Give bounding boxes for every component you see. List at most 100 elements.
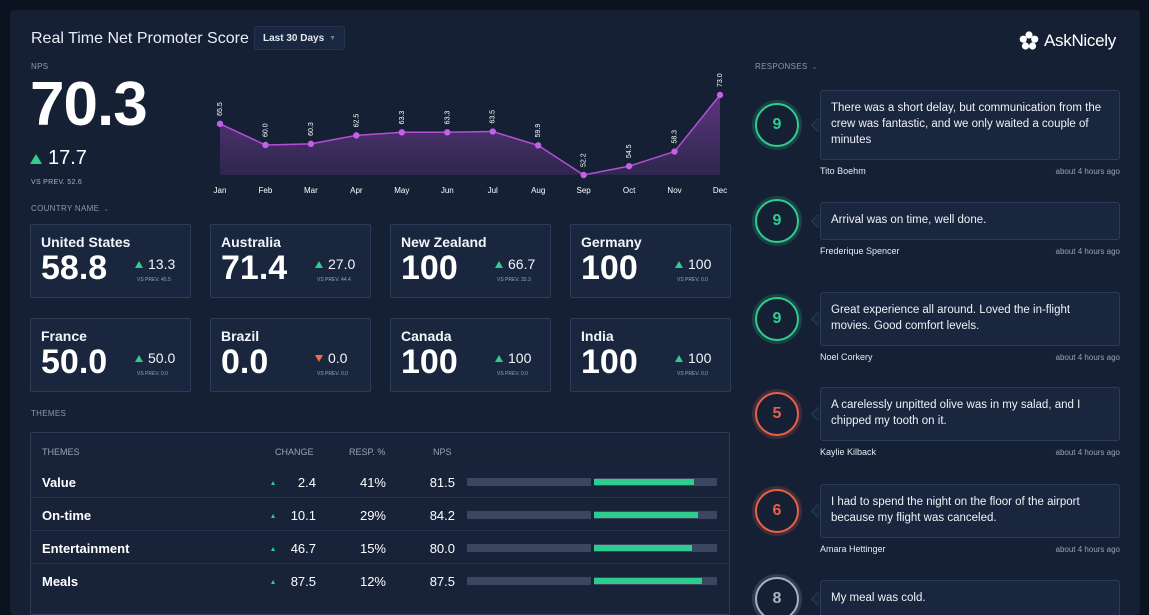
column-header-change[interactable]: CHANGE (275, 447, 314, 457)
theme-nps-bar (467, 544, 717, 552)
response-score: 9 (772, 212, 782, 229)
country-card[interactable]: India 100 100 VS PREV. 0.0 (570, 318, 731, 392)
country-card[interactable]: Canada 100 100 VS PREV. 0.0 (390, 318, 551, 392)
country-card[interactable]: Germany 100 100 VS PREV. 0.0 (570, 224, 731, 298)
nps-data-point[interactable] (625, 162, 633, 170)
nps-data-point[interactable] (398, 129, 406, 136)
theme-change: 87.5 (271, 574, 316, 589)
country-name: Canada (401, 328, 452, 344)
x-tick-label: Apr (350, 186, 363, 195)
nps-data-point[interactable] (444, 129, 451, 136)
response-item[interactable]: 9 There was a short delay, but communicat… (755, 90, 1120, 184)
theme-change: 2.4 (271, 475, 316, 490)
country-vs-prev: VS PREV. 33.3 (497, 277, 531, 283)
response-text: A carelessly unpitted olive was in my sa… (831, 399, 1081, 427)
country-card[interactable]: Australia 71.4 27.0 VS PREV. 44.4 (210, 224, 371, 298)
nps-label: NPS (31, 62, 48, 71)
nps-score: 70.3 (30, 70, 148, 139)
country-change: 100 (675, 256, 711, 272)
country-change: 0.0 (315, 350, 347, 366)
response-item[interactable]: 9 Great experience all around. Loved the … (755, 292, 1120, 370)
response-score: 6 (772, 502, 782, 519)
response-item[interactable]: 9 Arrival was on time, well done. Frederiq… (755, 199, 1120, 264)
theme-row[interactable]: Entertainment 46.7 15% 80.0 (31, 531, 731, 564)
column-header-themes[interactable]: THEMES (42, 447, 80, 457)
nps-data-point[interactable] (216, 120, 224, 128)
up-arrow-icon (271, 513, 275, 518)
nps-data-point[interactable] (307, 140, 315, 148)
bar-zero-marker (591, 478, 594, 486)
theme-nps-bar (467, 577, 717, 585)
theme-name: On-time (42, 508, 92, 523)
response-item[interactable]: 5 A carelessly unpitted olive was in my s… (755, 387, 1120, 465)
nps-value-label: 73.0 (717, 73, 724, 87)
response-item[interactable]: 8 My meal was cold. (755, 577, 1120, 615)
nps-data-point[interactable] (534, 142, 542, 149)
country-name-header[interactable]: COUNTRY NAME ⌄ (31, 204, 109, 213)
nps-data-point[interactable] (353, 132, 360, 139)
country-vs-prev: VS PREV. 0.0 (677, 277, 708, 283)
theme-resp-percent: 41% (359, 475, 386, 490)
response-item[interactable]: 6 I had to spend the night on the floor o… (755, 484, 1120, 562)
theme-nps: 81.5 (429, 475, 455, 490)
bar-zero-marker (591, 544, 594, 552)
nps-data-point[interactable] (716, 91, 724, 99)
theme-name: Value (42, 475, 76, 490)
response-text: Great experience all around. Loved the i… (831, 304, 1071, 332)
x-tick-label: Nov (667, 186, 681, 195)
country-score: 100 (581, 343, 638, 381)
response-score-badge: 6 (755, 489, 799, 533)
nps-value-label: 62.5 (353, 114, 360, 128)
column-header-nps[interactable]: NPS (433, 447, 452, 457)
up-arrow-icon (495, 260, 503, 268)
country-vs-prev: VS PREV. 45.5 (137, 277, 171, 283)
country-card[interactable]: France 50.0 50.0 VS PREV. 0.0 (30, 318, 191, 392)
theme-nps: 84.2 (429, 508, 455, 523)
response-time: about 4 hours ago (1055, 167, 1121, 176)
country-name: New Zealand (401, 234, 487, 250)
country-card[interactable]: Brazil 0.0 0.0 VS PREV. 0.0 (210, 318, 371, 392)
country-card[interactable]: United States 58.8 13.3 VS PREV. 45.5 (30, 224, 191, 298)
up-arrow-icon (675, 354, 683, 362)
date-range-label: Last 30 Days (263, 32, 325, 44)
response-author: Kaylie Kilback (820, 447, 877, 457)
theme-change-value: 2.4 (297, 475, 316, 490)
theme-row[interactable]: On-time 10.1 29% 84.2 (31, 498, 731, 531)
response-time: about 4 hours ago (1055, 353, 1121, 362)
date-range-dropdown[interactable]: Last 30 Days ▼ (254, 26, 346, 50)
nps-data-point[interactable] (671, 148, 678, 155)
country-score: 100 (401, 249, 458, 287)
response-author: Amara Hettinger (820, 544, 886, 554)
nps-vs-prev: VS PREV. 52.6 (31, 179, 83, 186)
nps-value-label: 52.2 (581, 153, 588, 167)
theme-nps-bar-fill (594, 578, 702, 584)
chevron-down-icon: ⌄ (811, 63, 818, 71)
nps-value-label: 63.3 (444, 111, 451, 125)
nps-value-label: 59.9 (535, 124, 542, 138)
up-arrow-icon (271, 579, 275, 584)
x-tick-label: May (394, 186, 409, 195)
country-card[interactable]: New Zealand 100 66.7 VS PREV. 33.3 (390, 224, 551, 298)
responses-header[interactable]: RESPONSES ⌄ (755, 62, 818, 71)
response-score-badge: 8 (755, 577, 799, 615)
x-tick-label: Feb (259, 186, 273, 195)
x-tick-label: Jan (214, 186, 227, 195)
theme-row[interactable]: Meals 87.5 12% 87.5 (31, 564, 731, 597)
country-vs-prev: VS PREV. 0.0 (497, 371, 528, 377)
response-score-badge: 9 (755, 103, 799, 147)
x-tick-label: Jul (488, 186, 498, 195)
theme-change: 10.1 (271, 508, 316, 523)
nps-label-text: NPS (31, 62, 49, 71)
theme-row[interactable]: Value 2.4 41% 81.5 (31, 465, 731, 498)
nps-data-point[interactable] (489, 128, 496, 135)
nps-data-point[interactable] (262, 141, 269, 149)
country-change: 27.0 (315, 256, 355, 272)
up-arrow-icon (495, 354, 503, 362)
response-score: 5 (772, 405, 782, 422)
country-change-value: 27.0 (328, 256, 356, 272)
theme-name: Meals (42, 574, 79, 589)
country-name: Brazil (221, 328, 260, 344)
nps-data-point[interactable] (580, 171, 587, 179)
column-header-resp[interactable]: RESP. % (349, 447, 386, 457)
response-time: about 4 hours ago (1055, 545, 1121, 554)
